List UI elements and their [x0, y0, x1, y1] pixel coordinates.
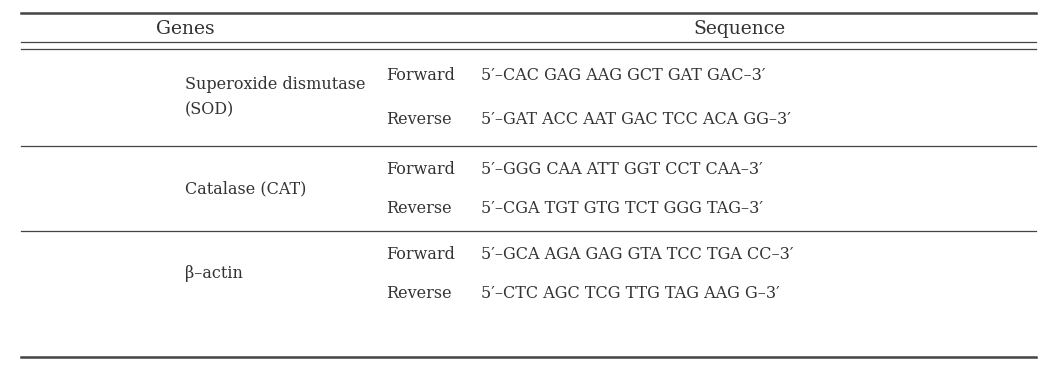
Text: Forward: Forward: [386, 246, 455, 263]
Text: Reverse: Reverse: [386, 285, 451, 302]
Text: β–actin: β–actin: [185, 265, 243, 282]
Text: Reverse: Reverse: [386, 111, 451, 128]
Text: 5′–GCA AGA GAG GTA TCC TGA CC–3′: 5′–GCA AGA GAG GTA TCC TGA CC–3′: [481, 246, 794, 263]
Text: Forward: Forward: [386, 161, 455, 178]
Text: Sequence: Sequence: [693, 20, 786, 38]
Text: Catalase (CAT): Catalase (CAT): [185, 180, 307, 197]
Text: Forward: Forward: [386, 67, 455, 84]
Text: Reverse: Reverse: [386, 200, 451, 217]
Text: 5′–GGG CAA ATT GGT CCT CAA–3′: 5′–GGG CAA ATT GGT CCT CAA–3′: [481, 161, 763, 178]
Text: Genes: Genes: [155, 20, 215, 38]
Text: 5′–CTC AGC TCG TTG TAG AAG G–3′: 5′–CTC AGC TCG TTG TAG AAG G–3′: [481, 285, 780, 302]
Text: 5′–GAT ACC AAT GAC TCC ACA GG–3′: 5′–GAT ACC AAT GAC TCC ACA GG–3′: [481, 111, 791, 128]
Text: (SOD): (SOD): [185, 102, 235, 119]
Text: Superoxide dismutase: Superoxide dismutase: [185, 76, 366, 93]
Text: 5′–CGA TGT GTG TCT GGG TAG–3′: 5′–CGA TGT GTG TCT GGG TAG–3′: [481, 200, 763, 217]
Text: 5′–CAC GAG AAG GCT GAT GAC–3′: 5′–CAC GAG AAG GCT GAT GAC–3′: [481, 67, 765, 84]
